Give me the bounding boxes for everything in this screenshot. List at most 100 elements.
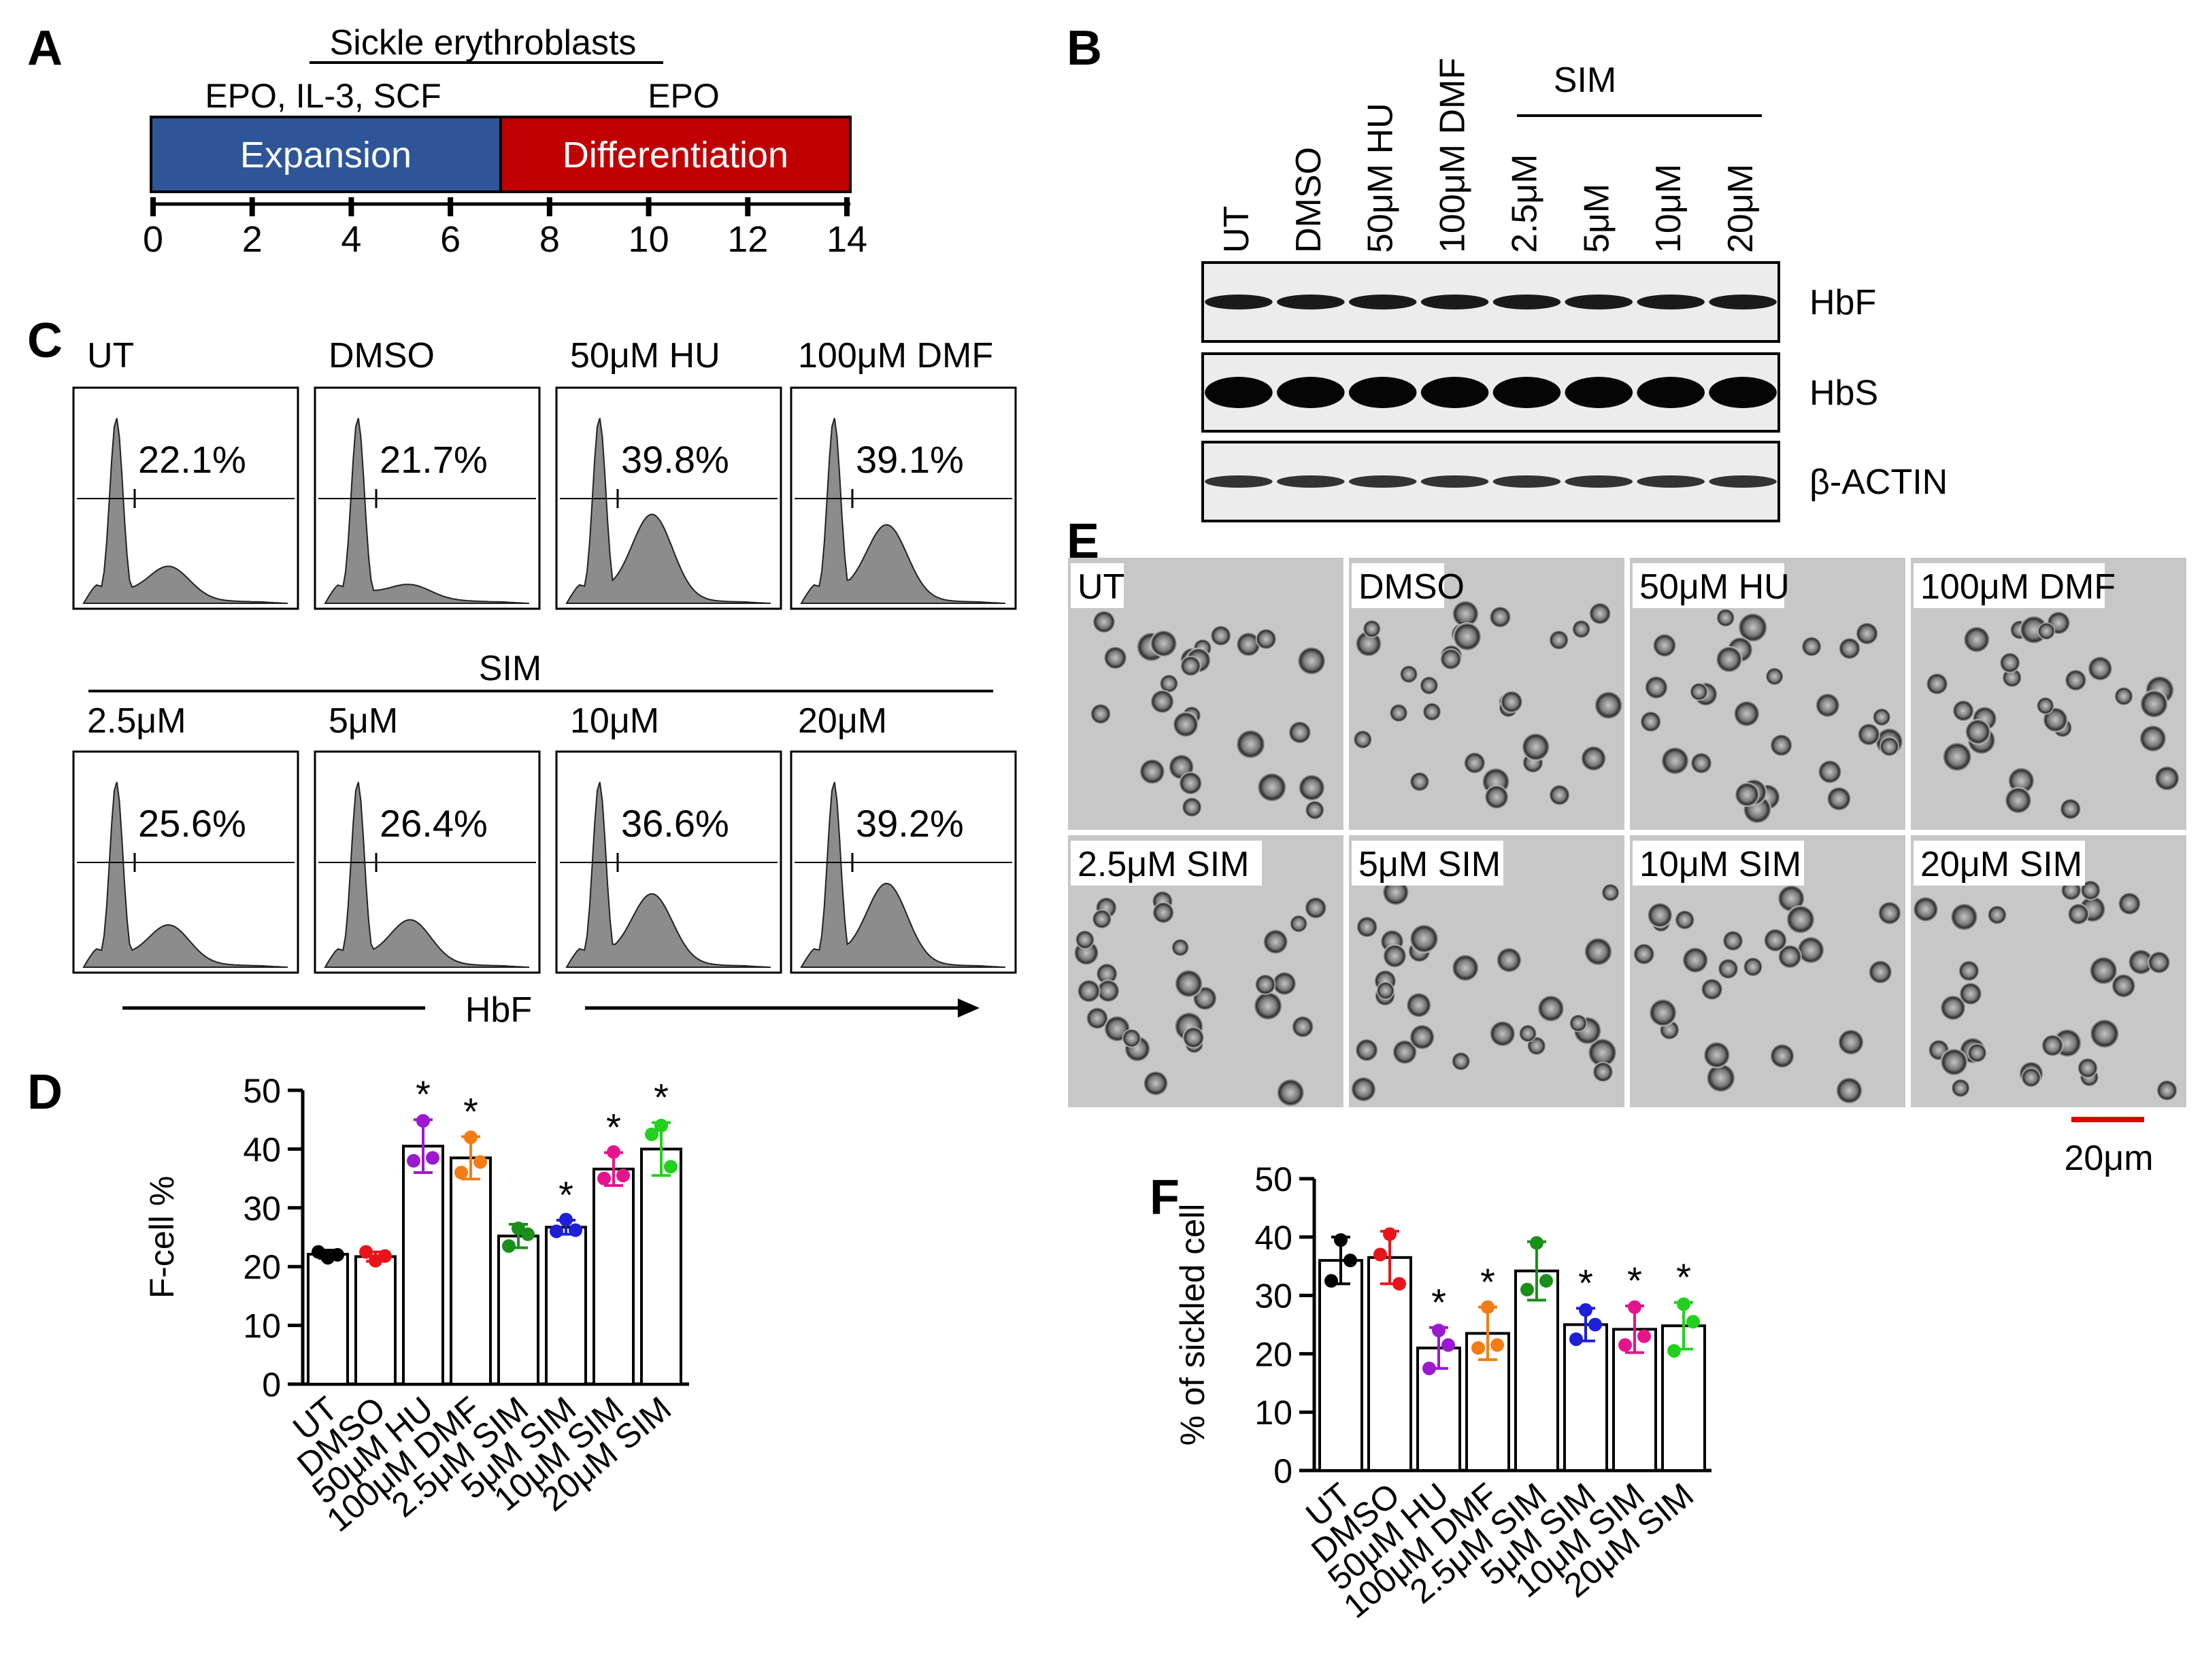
timeline-ticks: 0 2 4 6 8 10 12 14 xyxy=(143,197,867,260)
bar xyxy=(307,1253,349,1385)
y-tick-label: 30 xyxy=(1254,1277,1292,1315)
blot-sim-label: SIM xyxy=(1554,61,1616,100)
panel-label-f: F xyxy=(1150,1171,1180,1225)
blot-band xyxy=(1492,295,1561,309)
micrograph-label: UT xyxy=(1078,567,1124,607)
flow-bottom-row: 2.5μM 25.6% 5μM 26.4% 10μM 36.6% 20μM 39.2% xyxy=(72,701,1017,974)
cell xyxy=(2060,798,2082,820)
scale-bar-label: 20μm xyxy=(2064,1139,2153,1178)
flow-histogram xyxy=(565,782,771,968)
data-point xyxy=(1383,1227,1397,1241)
cell xyxy=(2065,669,2087,692)
bar xyxy=(450,1156,492,1386)
cell xyxy=(2148,951,2171,974)
cell xyxy=(1272,971,1297,996)
cell xyxy=(1521,733,1550,761)
cell xyxy=(1451,1052,1471,1071)
cell xyxy=(1179,771,1203,795)
cell xyxy=(1652,633,1677,658)
y-tick-label: 40 xyxy=(243,1130,281,1169)
cell xyxy=(1940,994,1966,1021)
data-point xyxy=(464,1130,478,1145)
cell xyxy=(2037,622,2056,640)
y-tick-label: 40 xyxy=(1254,1219,1292,1257)
y-tick-label: 10 xyxy=(243,1307,281,1345)
cell xyxy=(1276,1078,1305,1107)
cell xyxy=(1288,721,1312,744)
cell xyxy=(1797,936,1825,964)
micrograph-label: 10μM SIM xyxy=(1639,845,1801,884)
flow-sample-label: DMSO xyxy=(329,336,435,375)
data-point xyxy=(1334,1233,1348,1247)
hbf-axis-label: HbF xyxy=(465,990,532,1030)
cell xyxy=(1353,730,1373,749)
cell xyxy=(1763,928,1788,952)
cell xyxy=(1718,958,1739,979)
blot-band xyxy=(1420,295,1489,309)
cell xyxy=(1355,1039,1378,1062)
micrograph-label: 5μM SIM xyxy=(1358,845,1501,884)
significance-marker: * xyxy=(416,1073,431,1115)
data-point xyxy=(1471,1341,1485,1355)
timeline-tick-label: 6 xyxy=(440,219,461,260)
cell xyxy=(1549,630,1569,650)
cell xyxy=(1818,760,1842,784)
y-tick-label: 10 xyxy=(1254,1394,1292,1432)
blot-band xyxy=(1420,475,1489,488)
cell xyxy=(1951,1079,1970,1098)
blot-band xyxy=(1637,377,1705,408)
timeline-tick-label: 8 xyxy=(539,219,560,260)
cell xyxy=(1297,646,1326,675)
flow-sample-label: UT xyxy=(87,336,134,375)
blot-band xyxy=(1492,377,1561,408)
cell xyxy=(1171,939,1190,957)
cell xyxy=(1075,930,1095,950)
cell xyxy=(1857,723,1880,746)
data-point xyxy=(426,1151,439,1165)
flow-histogram xyxy=(800,418,1006,604)
data-point xyxy=(616,1169,630,1183)
blot-lane-label: 100μM DMF xyxy=(1433,58,1473,253)
flow-percent: 25.6% xyxy=(138,802,246,845)
y-tick-label: 0 xyxy=(1273,1452,1292,1490)
cell xyxy=(1743,957,1763,977)
cell xyxy=(2088,656,2113,682)
cell xyxy=(1139,758,1165,785)
cell xyxy=(2111,973,2136,998)
significance-marker: * xyxy=(1578,1261,1593,1304)
cell xyxy=(1143,1071,1169,1096)
flow-sample-label: 20μM xyxy=(798,701,887,741)
cell xyxy=(1675,910,1695,930)
data-point xyxy=(1569,1332,1583,1346)
data-point xyxy=(1628,1300,1641,1314)
cell xyxy=(1786,905,1816,935)
data-point xyxy=(473,1155,487,1169)
panel-e-micrographs: UT DMSO 50μM HU 100μM DMF 2.5μM SIM 5μM SIM 10… xyxy=(1068,558,2186,1178)
cell xyxy=(1363,620,1381,638)
flow-histogram xyxy=(565,418,771,604)
cell xyxy=(1716,608,1735,627)
cell xyxy=(1660,746,1690,775)
cell xyxy=(1588,602,1612,625)
micrograph-grid: UT DMSO 50μM HU 100μM DMF 2.5μM SIM 5μM SIM 10… xyxy=(1068,558,2186,1122)
cell xyxy=(1180,656,1201,677)
cell xyxy=(1633,943,1655,965)
cell xyxy=(1940,1048,1968,1076)
data-point xyxy=(1324,1274,1338,1288)
blot-band xyxy=(1348,295,1417,309)
blot-band xyxy=(1709,295,1777,309)
blot-band xyxy=(1205,475,1273,488)
cell xyxy=(1298,774,1325,801)
data-point xyxy=(1539,1274,1553,1288)
panel-label-a: A xyxy=(27,21,63,75)
data-point xyxy=(1422,1361,1436,1375)
flow-percent: 22.1% xyxy=(138,438,246,481)
cell xyxy=(1572,620,1591,639)
cell xyxy=(1356,916,1378,938)
cell xyxy=(1690,682,1708,701)
blot-protein-label: HbF xyxy=(1809,283,1876,322)
cell xyxy=(1389,703,1408,722)
cell xyxy=(1959,982,1982,1005)
timeline-title: Sickle erythroblasts xyxy=(330,23,637,63)
timeline-tick-label: 14 xyxy=(826,219,867,260)
